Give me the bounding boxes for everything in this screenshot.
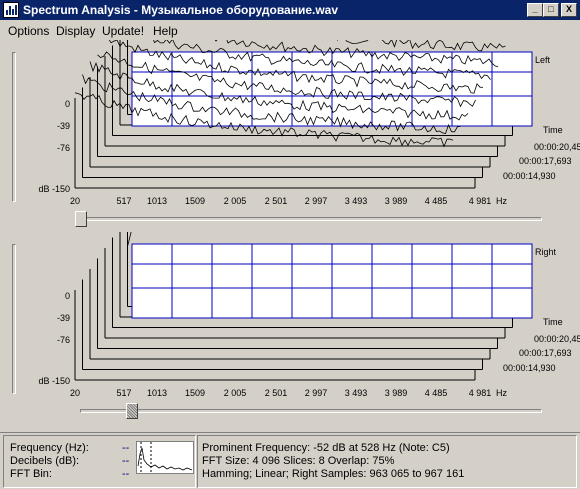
x-axis-labels: 20 517 1013 1509 2 005 2 501 2 997 3 493… xyxy=(70,196,508,206)
spectrum-trace xyxy=(153,40,491,80)
spectrum-trace xyxy=(82,74,461,134)
window-title: Spectrum Analysis - Музыкальное оборудов… xyxy=(23,3,339,17)
maximize-button[interactable]: □ xyxy=(543,3,559,17)
close-button[interactable]: X xyxy=(561,3,577,17)
x-tick: 2 501 xyxy=(265,196,288,206)
time-label-slice: 00:00:17,693 xyxy=(519,156,572,166)
left-vertical-slider[interactable] xyxy=(12,52,16,202)
window-samples-text: Hamming; Linear; Right Samples: 963 065 … xyxy=(202,468,465,480)
time-label: Time xyxy=(543,125,563,135)
x-tick: 517 xyxy=(116,196,131,206)
menu-bar: Options Display Update! Help xyxy=(0,20,580,40)
x-tick: 3 493 xyxy=(345,196,368,206)
mini-spectrum-preview xyxy=(136,441,194,474)
x-tick: 3 989 xyxy=(385,388,408,398)
time-label-slice: 00:00:17,693 xyxy=(519,348,572,358)
right-slider-thumb[interactable] xyxy=(125,403,138,419)
x-tick: 4 981 xyxy=(469,388,492,398)
x-tick: 4 485 xyxy=(425,388,448,398)
x-tick: 3 989 xyxy=(385,196,408,206)
x-tick: 4 485 xyxy=(425,196,448,206)
prominent-frequency-text: Prominent Frequency: -52 dB at 528 Hz (N… xyxy=(202,442,450,454)
decibels-label: Decibels (dB): xyxy=(10,455,80,467)
app-icon xyxy=(3,2,19,18)
left-slider-thumb[interactable] xyxy=(75,211,87,227)
y-tick-76: -76 xyxy=(57,143,70,153)
y-tick-39: -39 xyxy=(57,121,70,131)
channel-label: Right xyxy=(535,247,557,257)
y-tick-0: 0 xyxy=(65,99,70,109)
y-tick-0: 0 xyxy=(65,291,70,301)
menu-display[interactable]: Display xyxy=(56,24,96,38)
cursor-readout-box: Frequency (Hz): Decibels (dB): FFT Bin: … xyxy=(3,435,196,488)
y-tick-150: dB -150 xyxy=(38,184,70,194)
menu-update[interactable]: Update! xyxy=(102,24,145,38)
spectrum-trace xyxy=(105,40,484,94)
x-tick: 2 997 xyxy=(305,388,328,398)
fft-bin-value: -- xyxy=(122,468,130,480)
x-unit: Hz xyxy=(496,196,507,206)
preview-trace xyxy=(137,447,193,471)
frequency-label: Frequency (Hz): xyxy=(10,442,89,454)
decibels-value: -- xyxy=(122,455,130,467)
y-axis-labels: 0 -39 -76 dB -150 xyxy=(38,99,70,194)
y-tick-150: dB -150 xyxy=(38,376,70,386)
x-tick: 1509 xyxy=(185,196,205,206)
minimize-button[interactable]: _ xyxy=(527,3,543,17)
title-bar: Spectrum Analysis - Музыкальное оборудов… xyxy=(0,0,580,20)
time-label: Time xyxy=(543,317,563,327)
spectrum-trace xyxy=(214,40,499,68)
x-tick: 20 xyxy=(70,196,80,206)
fft-bin-label: FFT Bin: xyxy=(10,468,52,480)
spectrum-trace xyxy=(307,40,506,52)
spectrum-trace xyxy=(74,92,454,148)
x-tick: 1013 xyxy=(147,388,167,398)
x-tick: 20 xyxy=(70,388,80,398)
channel-label: Left xyxy=(535,55,551,65)
x-tick: 3 493 xyxy=(345,388,368,398)
y-axis-labels: 0 -39 -76 dB -150 xyxy=(38,291,70,386)
spectrum-trace xyxy=(89,61,469,121)
right-vertical-slider[interactable] xyxy=(12,244,16,394)
right-channel-panel: 0 -39 -76 dB -150 20 517 1013 1509 2 005… xyxy=(0,232,580,427)
y-tick-76: -76 xyxy=(57,335,70,345)
time-label-slice: 00:00:20,45 xyxy=(534,334,580,344)
y-tick-39: -39 xyxy=(57,313,70,323)
x-unit: Hz xyxy=(496,388,507,398)
menu-help[interactable]: Help xyxy=(153,24,178,38)
x-axis-labels: 20 517 1013 1509 2 005 2 501 2 997 3 493… xyxy=(70,388,508,398)
time-label-slice: 00:00:20,45 xyxy=(534,142,580,152)
right-spectrum-plot[interactable]: 0 -39 -76 dB -150 20 517 1013 1509 2 005… xyxy=(0,232,580,407)
x-tick: 2 005 xyxy=(224,388,247,398)
time-label-slice: 00:00:14,930 xyxy=(503,363,556,373)
fft-settings-text: FFT Size: 4 096 Slices: 8 Overlap: 75% xyxy=(202,455,395,467)
left-spectrum-plot[interactable]: 0 -39 -76 dB -150 20 517 1013 1509 2 005… xyxy=(0,40,580,215)
x-tick: 4 981 xyxy=(469,196,492,206)
x-tick: 1013 xyxy=(147,196,167,206)
left-horizontal-slider[interactable] xyxy=(80,217,542,221)
spectrum-trace xyxy=(97,51,476,108)
x-tick: 2 501 xyxy=(265,388,288,398)
analysis-info-box: Prominent Frequency: -52 dB at 528 Hz (N… xyxy=(197,435,577,488)
left-channel-panel: 0 -39 -76 dB -150 20 517 1013 1509 2 005… xyxy=(0,40,580,232)
time-label-slice: 00:00:14,930 xyxy=(503,171,556,181)
x-tick: 2 005 xyxy=(224,196,247,206)
right-horizontal-slider[interactable] xyxy=(80,409,542,413)
x-tick: 517 xyxy=(116,388,131,398)
x-tick: 2 997 xyxy=(305,196,328,206)
status-area: Frequency (Hz): Decibels (dB): FFT Bin: … xyxy=(0,432,580,489)
frequency-value: -- xyxy=(122,442,130,454)
menu-options[interactable]: Options xyxy=(8,24,50,38)
x-tick: 1509 xyxy=(185,388,205,398)
